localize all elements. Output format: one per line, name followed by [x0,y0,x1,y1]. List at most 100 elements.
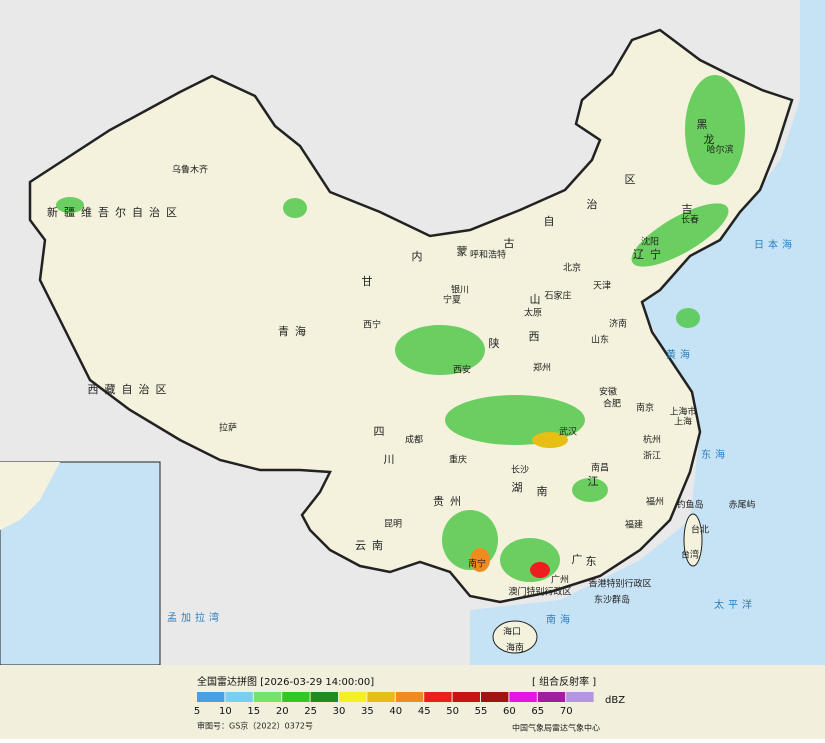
legend-swatch [225,692,253,702]
place-label: 太平洋 [714,598,756,611]
place-label: 成都 [405,434,423,446]
place-label: 四 [374,425,391,438]
hainan [492,620,538,654]
echo [283,198,307,218]
place-label: 孟加拉湾 [167,611,223,624]
legend-unit: dBZ [605,695,625,706]
legend-swatch [395,692,424,702]
legend-value: 25 [304,706,317,717]
place-label: 黑 [697,118,714,131]
echo [685,75,745,185]
place-label: 昆明 [384,519,402,530]
place-label: 上海 [674,416,692,428]
legend-value: 70 [560,706,573,717]
echo [676,308,700,328]
china-land [28,28,794,604]
echo [56,197,84,213]
place-label: 上海市 [669,406,696,418]
place-label: 日本海 [754,238,796,251]
place-label: 安徽 [599,386,617,398]
legend-swatch [509,692,537,702]
legend-value: 35 [361,706,374,717]
place-label: 福州 [646,496,664,508]
place-label: 台北 [691,524,709,536]
place-label: 太原 [524,307,542,319]
place-label: 长沙 [511,464,529,476]
place-label: 南京 [636,402,654,414]
legend-swatch [424,692,452,702]
place-label: 福建 [625,519,643,531]
sea [470,0,825,665]
place-label: 杭州 [643,434,661,446]
place-label: 重庆 [449,454,467,466]
place-label: 吉 [682,203,699,216]
place-label: 新疆维吾尔自治区 [47,205,183,219]
echo [530,562,550,578]
place-label: 湖 [512,481,529,494]
agency: 中国气象局雷达气象中心 [512,723,600,733]
place-label: 拉萨 [219,422,237,434]
place-label: 南宁 [468,558,486,570]
place-label: 钓鱼岛 [676,499,703,511]
place-label: 宁夏 [443,294,461,306]
place-label: 银川 [451,284,469,296]
legend-value: 15 [247,706,260,717]
place-label: 甘 [362,275,379,288]
place-label: 辽宁 [633,247,667,261]
place-label: 南昌 [591,462,609,474]
place-label: 石家庄 [544,290,571,302]
place-label: 西安 [453,364,471,376]
place-label: 台湾 [681,549,699,561]
echo [572,478,608,502]
place-label: 古 [504,237,521,250]
place-label: 呼和浩特 [470,249,506,261]
echo [631,203,729,267]
place-label: 天津 [593,281,611,292]
place-label: 南 [537,485,554,498]
place-label: 北京 [563,262,581,274]
legend-swatch [282,692,310,702]
legend-product: [ 组合反射率 ] [532,675,596,688]
place-label: 澳门特别行政区 [508,586,571,598]
legend-value: 20 [276,706,289,717]
legend-swatch [339,692,367,702]
place-label: 黄海 [666,348,694,361]
place-label: 合肥 [603,398,621,410]
place-label: 东 [586,555,603,568]
echo [395,325,485,375]
place-label: 南海 [546,613,574,626]
echo [532,432,568,448]
legend: 5 10 15 20 25 30 35 40 45 50 55 60 65 70 [194,692,594,717]
place-label: 西藏自治区 [88,382,173,396]
place-label: 内 [412,249,429,263]
place-label: 浙江 [643,450,661,462]
place-label: 哈尔滨 [706,144,733,156]
legend-swatch [566,692,594,702]
place-label: 长春 [681,214,699,226]
legend-value: 60 [503,706,516,717]
place-label: 山东 [591,334,609,346]
place-label: 沈阳 [641,236,659,248]
place-label: 云南 [355,539,389,552]
place-label: 川 [384,453,401,466]
place-label: 山 [530,293,547,306]
place-label: 龙 [704,133,721,146]
taiwan [683,513,703,567]
place-label: 海南 [506,642,524,654]
place-label: 蒙 [457,245,474,258]
legend-swatch [537,692,566,702]
echo [470,548,490,572]
approval-number: 审图号：GS京（2022）0372号 [197,721,313,731]
legend-title: 全国雷达拼图 [2026-03-29 14:00:00] [197,675,374,688]
place-label: 郑州 [533,362,551,374]
legend-swatch [367,692,395,702]
place-label: 江 [588,475,605,488]
place-label: 东海 [701,448,729,461]
place-label: 治 [587,197,604,211]
legend-swatch [310,692,338,702]
place-label: 东沙群岛 [594,594,630,606]
place-label: 武汉 [559,426,577,438]
place-label: 区 [625,173,642,186]
